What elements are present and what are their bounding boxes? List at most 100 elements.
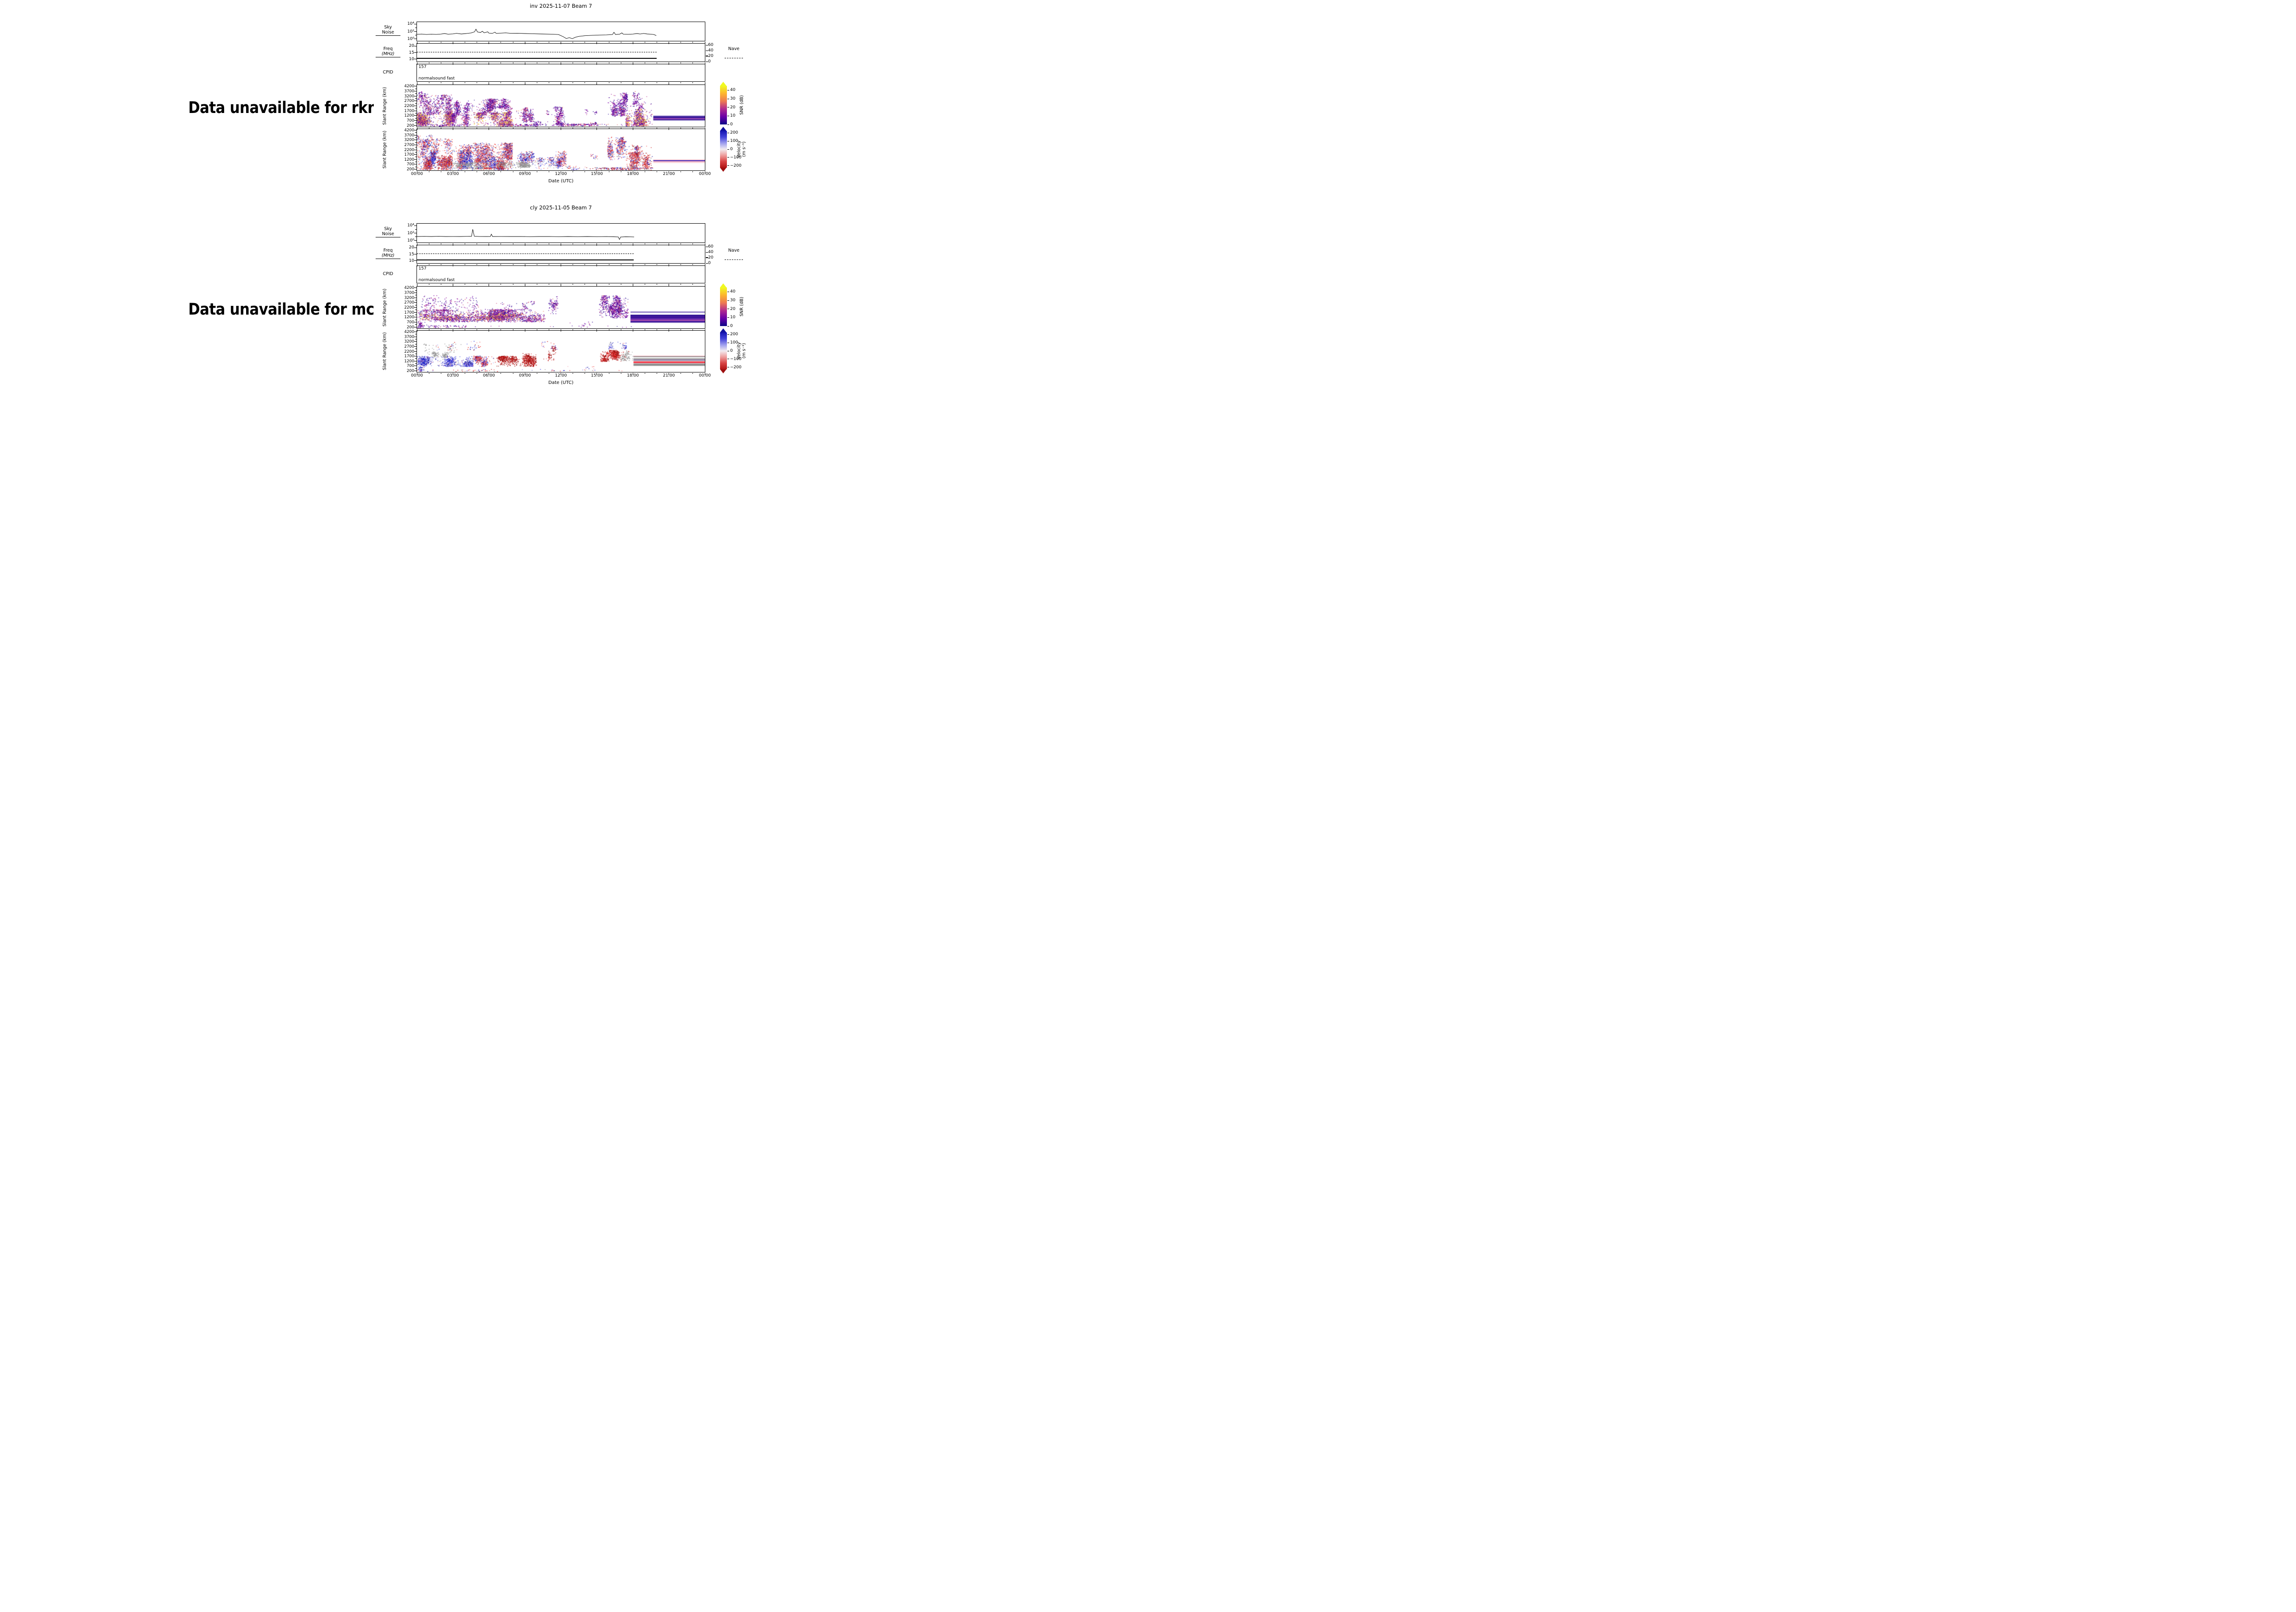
snr-colorbar-tick-label: 40 (730, 88, 736, 93)
vel-y-minor-tick (415, 137, 416, 138)
cpid-panel: 157 normalsound fast (416, 265, 705, 283)
nave-solid-line (416, 259, 634, 260)
vel-y-tick-label: 700 (406, 162, 414, 167)
freq-label-line2: (MHz) (382, 51, 394, 56)
vel-y-tick (414, 351, 416, 352)
snr-y-tick (414, 312, 416, 313)
velocity-colorbar-arrow-top (720, 127, 726, 131)
figure-title: inv 2025-11-07 Beam 7 (529, 3, 592, 9)
vel-y-tick-label: 2700 (404, 142, 414, 147)
vel-y-tick-label: 4200 (404, 128, 414, 133)
sky-y-tick-label: 10⁰ (407, 36, 414, 41)
x-minor-tick (692, 82, 693, 83)
velocity-colorbar-arrow-bottom (720, 369, 726, 373)
freq-y-tick (414, 52, 416, 53)
snr-colorbar-tick-label: 30 (730, 96, 736, 101)
sky-y-tick-label: 10⁴ (407, 223, 414, 228)
nave-axis-tick-label: 60 (708, 244, 714, 249)
figure-title: cly 2025-11-05 Beam 7 (530, 204, 592, 211)
velocity-colorbar-tick-label: −200 (730, 163, 742, 168)
freq-y-tick-label: 20 (409, 44, 414, 49)
x-tick-label: 21:00 (663, 373, 675, 378)
velocity-colorbar-tick-label: −100 (730, 155, 742, 160)
nave-axis-tick-label: 20 (708, 53, 714, 58)
velocity-colorbar-tick-label: −200 (730, 365, 742, 370)
velocity-rti-canvas (416, 330, 705, 372)
velocity-colorbar-tick-label: −100 (730, 356, 742, 361)
velocity-colorbar-tick (727, 334, 729, 335)
snr-colorbar-tick-label: 30 (730, 298, 736, 303)
nave-axis-tick (705, 263, 708, 264)
snr-y-tick (414, 120, 416, 121)
snr-colorbar-tick-label: 20 (730, 105, 736, 110)
nave-axis-tick-label: 20 (708, 255, 714, 260)
freq-y-tick-label: 20 (409, 245, 414, 250)
sky-noise-line-plot (416, 229, 634, 240)
velocity-colorbar-tick (727, 149, 729, 150)
x-tick-label: 03:00 (447, 373, 459, 378)
sky-y-tick-label: 10⁰ (407, 238, 414, 243)
velocity-colorbar-arrow-top (720, 328, 726, 333)
snr-colorbar-tick-label: 40 (730, 289, 736, 294)
velocity-colorbar-arrow-bottom (720, 168, 726, 172)
velocity-rti-canvas (416, 129, 705, 170)
x-minor-tick (692, 329, 693, 330)
sky-noise-panel (416, 21, 705, 41)
velocity-colorbar-tick-label: 200 (730, 130, 738, 135)
snr-colorbar-tick (727, 326, 729, 327)
snr-ylabel: Slant Range (km) (382, 288, 388, 327)
x-tick-label: 06:00 (483, 373, 495, 378)
data-unavailable-text-1: Data unavailable for rkn (188, 99, 374, 117)
vel-y-tick-label: 200 (406, 368, 414, 373)
sky-label-line2: Noise (382, 30, 394, 35)
figure-cly: cly 2025-11-05 Beam 7 Sky Noise Freq (MH… (0, 202, 758, 403)
snr-colorbar-tick-label: 0 (730, 324, 733, 328)
sky-y-tick-label: 10² (407, 231, 414, 236)
vel-y-tick-label: 1700 (404, 152, 414, 158)
snr-y-tick-label: 3700 (404, 89, 414, 94)
sky-label-line2: Noise (382, 231, 394, 237)
x-tick-label: 21:00 (663, 172, 675, 176)
vel-y-tick-label: 4200 (404, 330, 414, 335)
snr-y-tick-label: 200 (406, 123, 414, 128)
figure-inv: inv 2025-11-07 Beam 7 Sky Noise Freq (MH… (0, 0, 758, 202)
nave-axis-tick (705, 252, 708, 253)
snr-colorbar-tick (727, 300, 729, 301)
data-unavailable-clip-2: Data unavailable for mcm (0, 300, 374, 324)
x-minor-tick (692, 264, 693, 265)
snr-y-tick-label: 2200 (404, 104, 414, 108)
vel-y-tick-label: 1200 (404, 157, 414, 162)
freq-y-tick-label: 15 (409, 50, 414, 55)
snr-y-tick-label: 1200 (404, 113, 414, 118)
snr-colorbar-tick-label: 0 (730, 122, 733, 127)
snr-y-minor-tick (415, 98, 416, 99)
cpid-id: 157 (418, 266, 427, 271)
x-minor-tick (692, 127, 693, 129)
x-tick-label: 03:00 (447, 172, 459, 176)
snr-rti-panel (416, 84, 705, 127)
snr-y-tick-label: 700 (406, 320, 414, 325)
freq-axis-label: Freq (MHz) (376, 46, 400, 57)
x-minor-tick (692, 283, 693, 285)
velocity-colorbar (720, 333, 727, 369)
cpid-axis-label: CPID (383, 271, 394, 276)
vel-y-tick-label: 2200 (404, 147, 414, 152)
x-tick-label: 06:00 (483, 172, 495, 176)
snr-y-tick-label: 3700 (404, 290, 414, 295)
snr-colorbar-tick (727, 124, 729, 125)
freq-axis-label: Freq (MHz) (376, 248, 400, 259)
data-unavailable-text-2: Data unavailable for mcm (188, 300, 374, 319)
nave-axis-tick (705, 257, 708, 258)
sky-noise-line (416, 229, 634, 240)
sky-y-tick-label: 10⁴ (407, 22, 414, 27)
snr-ylabel: Slant Range (km) (382, 87, 388, 125)
nave-axis-tick-label: 40 (708, 48, 714, 53)
velocity-rti-panel (416, 330, 705, 372)
x-tick-label: 15:00 (591, 172, 603, 176)
snr-y-tick (414, 302, 416, 303)
snr-y-tick (414, 115, 416, 116)
velocity-colorbar-tick-label: 0 (730, 147, 733, 152)
sky-label-line1: Sky (384, 25, 392, 30)
velocity-colorbar-tick-label: 100 (730, 340, 738, 345)
vel-y-tick-label: 1200 (404, 359, 414, 364)
